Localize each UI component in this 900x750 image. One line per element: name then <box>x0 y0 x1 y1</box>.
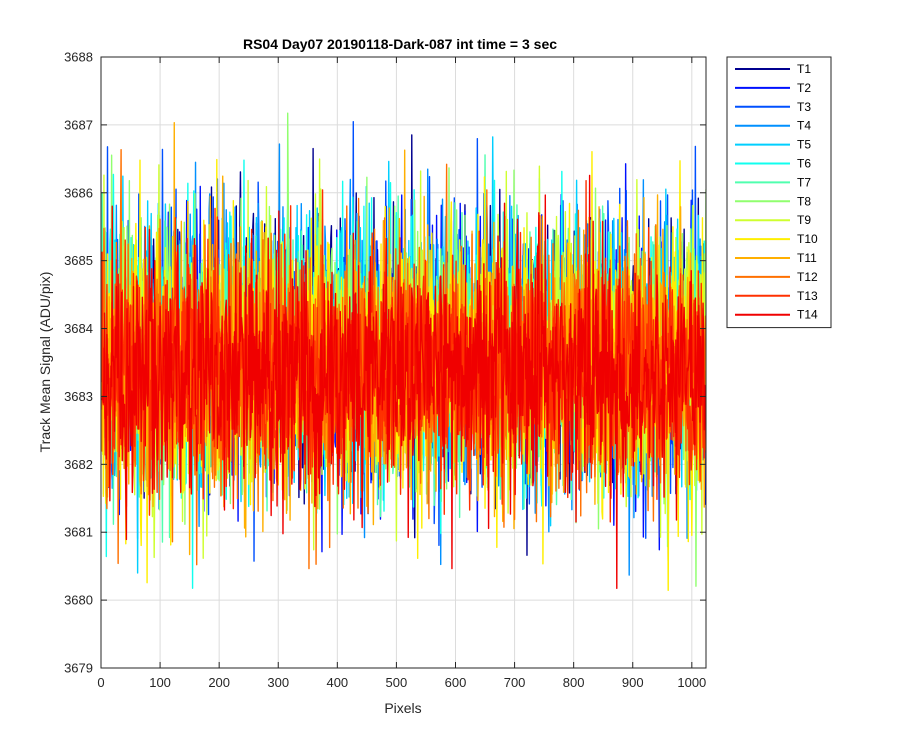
legend-label-t12: T12 <box>797 270 818 284</box>
y-tick-label: 3687 <box>64 117 93 132</box>
y-tick-label: 3681 <box>64 525 93 540</box>
legend-label-t5: T5 <box>797 138 811 152</box>
legend-label-t10: T10 <box>797 232 818 246</box>
legend-label-t14: T14 <box>797 308 818 322</box>
legend-label-t11: T11 <box>797 251 817 265</box>
legend-label-t9: T9 <box>797 213 811 227</box>
y-tick-label: 3680 <box>64 593 93 608</box>
y-axis-label: Track Mean Signal (ADU/pix) <box>37 272 53 453</box>
x-tick-label: 1000 <box>677 675 706 690</box>
x-tick-label: 400 <box>326 675 348 690</box>
legend-label-t13: T13 <box>797 289 818 303</box>
y-tick-label: 3682 <box>64 457 93 472</box>
x-tick-label: 600 <box>445 675 467 690</box>
y-tick-label: 3684 <box>64 321 93 336</box>
x-tick-label: 500 <box>386 675 408 690</box>
legend-label-t1: T1 <box>797 62 811 76</box>
x-tick-label: 700 <box>504 675 526 690</box>
legend-label-t4: T4 <box>797 119 811 133</box>
x-tick-label: 100 <box>149 675 171 690</box>
y-tick-label: 3688 <box>64 50 93 65</box>
plot-frame <box>100 56 707 669</box>
legend: T1 T2 T3 T4 T5 T6 T7 T8 T9 T10 T11 T12 T13 T14 <box>726 56 832 329</box>
x-tick-label: 0 <box>97 675 104 690</box>
legend-box <box>726 56 832 329</box>
legend-label-t3: T3 <box>797 100 811 114</box>
series-layer <box>101 112 706 592</box>
x-tick-label: 800 <box>563 675 585 690</box>
x-tick-label: 900 <box>622 675 644 690</box>
y-tick-label: 3679 <box>64 661 93 676</box>
y-tick-label: 3686 <box>64 185 93 200</box>
y-tick-label: 3685 <box>64 253 93 268</box>
legend-label-t7: T7 <box>797 175 811 189</box>
chart-title: RS04 Day07 20190118-Dark-087 int time = … <box>243 36 557 52</box>
x-tick-label: 300 <box>267 675 289 690</box>
y-tick-label: 3683 <box>64 389 93 404</box>
legend-label-t6: T6 <box>797 157 811 171</box>
legend-label-t2: T2 <box>797 81 811 95</box>
series-line-t14 <box>101 174 706 590</box>
x-axis-label: Pixels <box>384 700 421 716</box>
x-tick-label: 200 <box>208 675 230 690</box>
legend-label-t8: T8 <box>797 194 811 208</box>
ticks: 0 100 200 300 400 500 600 700 800 900 1000 3679 3680… <box>64 50 706 691</box>
